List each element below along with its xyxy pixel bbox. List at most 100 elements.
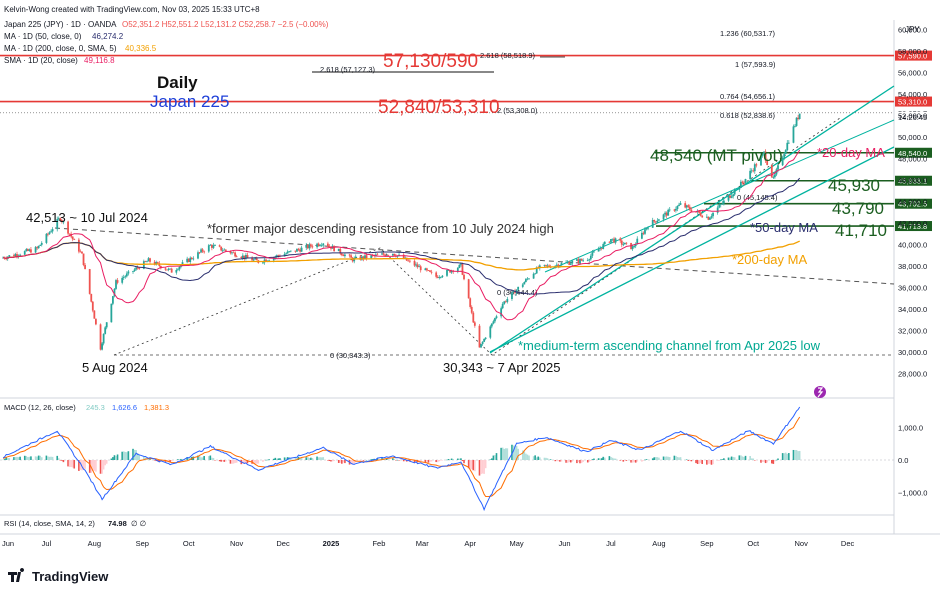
- candle-body: [14, 254, 17, 257]
- macd-histogram-bar: [656, 457, 659, 460]
- ma50-legend[interactable]: MA · 1D (50, close, 0): [4, 32, 82, 41]
- macd-histogram-bar: [797, 451, 799, 460]
- candle-body: [144, 261, 147, 262]
- macd-histogram-bar: [775, 459, 778, 461]
- macd-histogram-bar: [554, 460, 557, 462]
- macd-histogram-bar: [732, 456, 734, 460]
- macd-histogram-bar: [463, 460, 465, 464]
- macd-histogram-bar: [620, 460, 623, 461]
- candle-body: [376, 254, 379, 256]
- brand-name: TradingView: [32, 569, 109, 584]
- candle-body: [761, 153, 764, 156]
- macd-histogram-bar: [231, 460, 233, 464]
- macd-histogram-bar: [521, 450, 524, 460]
- sma20-legend[interactable]: SMA · 1D (20, close): [4, 56, 78, 65]
- candle-body: [91, 301, 94, 311]
- candle-body: [339, 248, 342, 254]
- macd-histogram-bar: [328, 460, 331, 461]
- candle-body: [777, 165, 779, 170]
- candle-body: [722, 200, 725, 204]
- candle-body: [112, 296, 114, 304]
- macd-histogram-bar: [511, 444, 513, 460]
- macd-histogram-bar: [381, 457, 383, 460]
- ma200-legend-value: 40,336.5: [125, 44, 157, 53]
- symbol-line[interactable]: Japan 225 (JPY) · 1D · OANDA: [4, 20, 117, 29]
- macd-line: [2, 406, 801, 512]
- rsi-legend[interactable]: RSI (14, close, SMA, 14, 2): [4, 519, 95, 528]
- candle-body: [764, 151, 767, 161]
- candle-body: [40, 242, 43, 245]
- candle-body: [665, 212, 668, 216]
- candle-body: [543, 264, 546, 266]
- macd-histogram-bar: [331, 460, 334, 462]
- macd-histogram-bar: [576, 460, 578, 464]
- macd-histogram-bar: [774, 460, 776, 462]
- candle-body: [110, 303, 113, 323]
- candle-body: [684, 203, 687, 208]
- macd-histogram-bar: [220, 460, 222, 462]
- candle-body: [84, 264, 86, 270]
- low-apr-annotation: 30,343 ~ 7 Apr 2025: [443, 360, 560, 375]
- candle-body: [614, 238, 617, 243]
- candle-body: [593, 251, 595, 253]
- candle-body: [224, 249, 227, 251]
- price-tick-label: 48,000.0: [898, 155, 927, 164]
- time-tick-label: Jul: [606, 539, 616, 548]
- macd-histogram-bar: [296, 457, 298, 460]
- macd-histogram-bar: [539, 457, 541, 460]
- candle-body: [289, 250, 292, 252]
- macd-histogram-bar: [413, 460, 416, 463]
- macd-histogram-bar: [653, 457, 656, 460]
- ma200-legend[interactable]: MA · 1D (200, close, 0, SMA, 5): [4, 44, 117, 53]
- macd-histogram-bar: [788, 453, 790, 460]
- candle-body: [254, 258, 257, 260]
- candle-body: [662, 214, 665, 220]
- macd-histogram-bar: [634, 460, 637, 463]
- macd-histogram-bar: [393, 459, 396, 460]
- candle-body: [458, 264, 461, 268]
- candle-body: [685, 205, 688, 208]
- macd-histogram-bar: [568, 460, 570, 462]
- candle-body: [481, 341, 484, 345]
- candle-body: [679, 203, 682, 205]
- candle-body: [634, 244, 637, 247]
- candle-body: [39, 244, 42, 246]
- macd-histogram-bar: [225, 460, 227, 462]
- macd-histogram-bar: [255, 460, 258, 464]
- macd-histogram-bar: [146, 458, 148, 460]
- candle-body: [484, 337, 487, 339]
- macd-histogram-bar: [396, 459, 399, 461]
- macd-histogram-bar: [599, 458, 601, 460]
- macd-histogram-bar: [678, 457, 680, 460]
- macd-histogram-bar: [68, 460, 71, 468]
- macd-histogram-bar: [633, 460, 635, 463]
- candle-body: [589, 255, 592, 260]
- candle-body: [555, 264, 558, 266]
- macd-histogram-bar: [175, 460, 178, 461]
- candle-body: [308, 244, 311, 249]
- candle-body: [577, 259, 580, 263]
- macd-legend[interactable]: MACD (12, 26, close): [4, 403, 76, 412]
- macd-histogram-bar: [274, 457, 277, 460]
- candle-body: [105, 322, 108, 328]
- resistance-top-label: 57,130/590: [383, 51, 478, 72]
- macd-histogram-bar: [277, 458, 280, 460]
- price-badge-label: 43,792.5: [898, 200, 927, 209]
- candle-body: [285, 253, 288, 255]
- candle-body: [619, 238, 622, 241]
- macd-histogram-bar: [665, 456, 668, 460]
- macd-histogram-bar: [79, 460, 82, 470]
- candle-body: [153, 261, 156, 265]
- macd-histogram-bar: [289, 457, 292, 460]
- candle-body: [16, 254, 18, 257]
- price-tick-label: 54,000.0: [898, 90, 927, 99]
- candle-body: [449, 270, 451, 273]
- macd-histogram-bar: [170, 460, 173, 462]
- candle-body: [164, 268, 167, 270]
- candle-body: [384, 254, 387, 257]
- candle-body: [167, 268, 170, 270]
- candle-body: [566, 262, 569, 263]
- time-tick-label: Oct: [183, 539, 196, 548]
- candle-body: [309, 244, 312, 247]
- macd-histogram-bar: [480, 460, 482, 475]
